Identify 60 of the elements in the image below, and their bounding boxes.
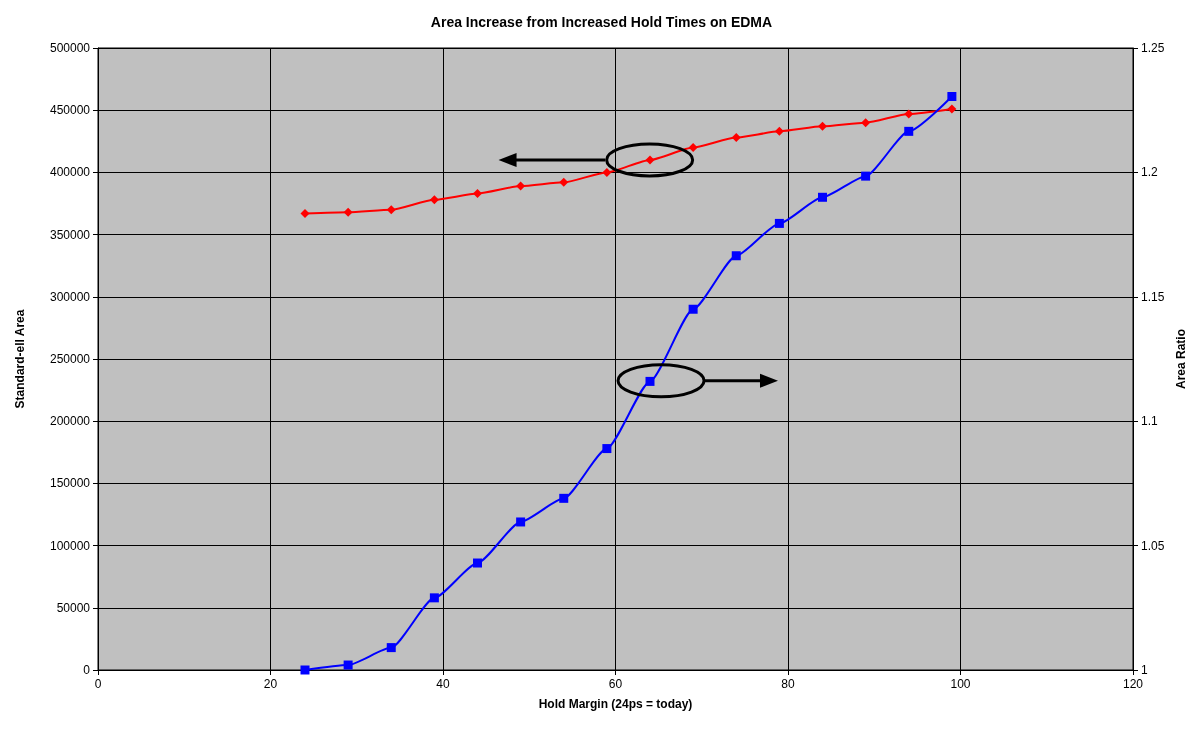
x-tick-label: 0 <box>94 677 102 691</box>
point <box>904 126 914 136</box>
y2-tick-label: 1.2 <box>1141 165 1159 180</box>
point <box>429 195 439 205</box>
point <box>386 205 396 215</box>
y2-axis-title: Area Ratio <box>1174 328 1189 390</box>
y-tick-label: 200000 <box>49 414 91 429</box>
point <box>343 660 353 670</box>
point <box>473 558 482 568</box>
point <box>559 177 569 187</box>
y-tick-label: 250000 <box>49 352 91 366</box>
y-tick-label: 150000 <box>49 476 91 491</box>
point <box>559 493 569 503</box>
point <box>947 104 957 114</box>
point <box>774 218 784 228</box>
y-tick-label: 50000 <box>56 600 91 615</box>
point <box>386 643 396 653</box>
y-tick-label: 300000 <box>49 289 91 304</box>
point <box>688 143 698 153</box>
point <box>904 109 914 119</box>
point <box>602 167 612 177</box>
point <box>343 207 353 217</box>
point <box>516 517 526 527</box>
point <box>861 118 871 128</box>
point <box>947 92 957 102</box>
point <box>688 304 698 314</box>
y-tick-label: 400000 <box>49 165 91 180</box>
point <box>818 192 827 202</box>
x-tick-label: 100 <box>950 677 971 691</box>
y2-tick-label: 1.15 <box>1141 289 1165 304</box>
x-tick-label: 40 <box>436 677 450 691</box>
y2-tick-label: 1.05 <box>1141 538 1165 553</box>
point <box>818 121 827 131</box>
point <box>645 155 655 165</box>
point <box>300 665 310 675</box>
point <box>645 376 655 386</box>
x-tick-label: 60 <box>608 677 623 691</box>
y2-tick-label: 1.1 <box>1141 414 1159 429</box>
y-tick-label: 450000 <box>49 103 91 118</box>
y2-tick-label: 1.25 <box>1141 41 1165 55</box>
point <box>861 171 871 181</box>
y-tick-label: 500000 <box>49 41 91 55</box>
point <box>731 133 741 143</box>
x-tick-label: 120 <box>1122 677 1144 691</box>
y-tick-label: 350000 <box>49 227 91 242</box>
point <box>516 181 526 191</box>
point <box>774 126 784 136</box>
y-tick-label: 100000 <box>49 538 91 553</box>
y2-tick-label: 1 <box>1141 663 1148 677</box>
y-tick-label: 0 <box>83 663 91 677</box>
point <box>429 593 439 603</box>
x-axis-title: Hold Margin (24ps = today) <box>538 697 693 711</box>
point <box>602 444 612 454</box>
x-tick-label: 20 <box>263 677 278 691</box>
chart-title: Area Increase from Increased Hold Times on EDMA <box>430 14 773 30</box>
point <box>473 189 482 199</box>
point <box>731 251 741 261</box>
y-axis-title: Standard-ell Area <box>13 309 27 409</box>
x-tick-label: 80 <box>781 677 795 691</box>
point <box>300 208 310 218</box>
